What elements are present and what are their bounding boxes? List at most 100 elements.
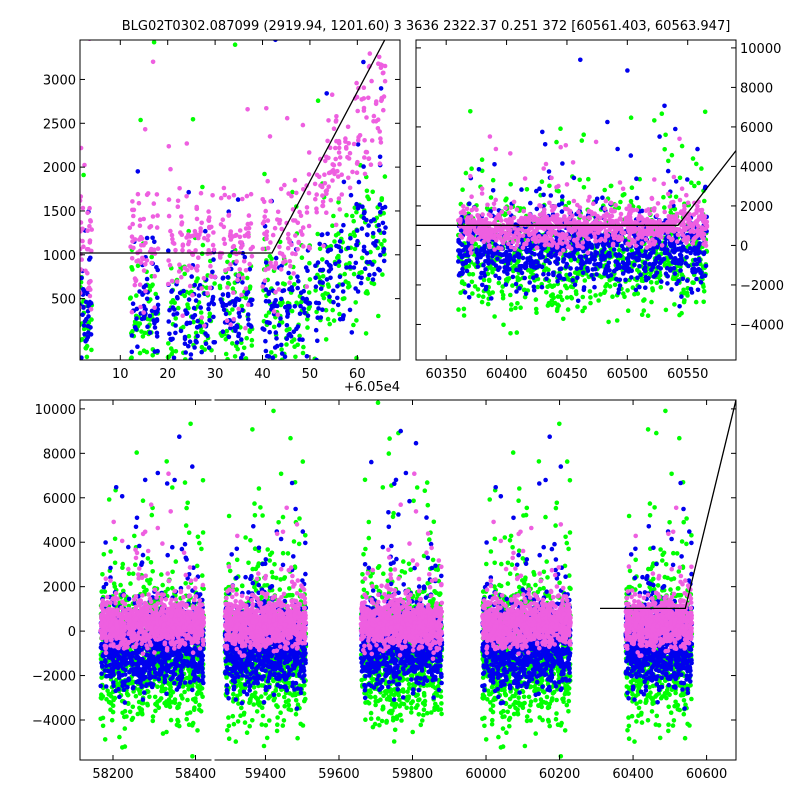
- data-point: [117, 734, 122, 740]
- data-point: [315, 315, 321, 321]
- data-point: [227, 301, 232, 306]
- data-point: [243, 325, 248, 331]
- data-point: [85, 270, 90, 276]
- data-point: [532, 252, 537, 257]
- data-point: [593, 238, 598, 244]
- data-point: [248, 191, 254, 197]
- data-point: [81, 244, 86, 249]
- data-point: [541, 192, 546, 198]
- data-point: [334, 114, 339, 119]
- data-point: [230, 244, 236, 250]
- data-point: [336, 141, 342, 146]
- data-point: [303, 265, 309, 270]
- data-point: [664, 265, 670, 271]
- data-point: [613, 203, 618, 208]
- data-point: [186, 228, 191, 234]
- data-point: [594, 272, 599, 277]
- data-point: [663, 240, 668, 245]
- data-point: [223, 302, 229, 308]
- data-point: [269, 303, 275, 309]
- data-point: [603, 229, 609, 234]
- data-point: [287, 280, 292, 286]
- data-point: [140, 711, 145, 717]
- data-point: [378, 86, 384, 91]
- data-point: [199, 286, 204, 291]
- data-point: [578, 57, 583, 63]
- data-point: [82, 162, 87, 168]
- data-point: [637, 284, 642, 290]
- data-point: [180, 243, 186, 248]
- data-point: [262, 278, 268, 284]
- data-point: [632, 262, 637, 268]
- data-point: [351, 141, 357, 147]
- data-point: [80, 279, 83, 285]
- data-point: [541, 271, 546, 277]
- data-point: [354, 242, 359, 248]
- data-point: [305, 313, 311, 319]
- data-point: [475, 259, 480, 265]
- data-point: [317, 241, 323, 247]
- data-point: [603, 284, 608, 289]
- data-point: [192, 345, 197, 350]
- data-point: [263, 338, 268, 344]
- data-point: [695, 287, 701, 293]
- data-point: [300, 225, 306, 230]
- data-point: [647, 211, 653, 216]
- pink-series: [456, 134, 710, 257]
- data-point: [473, 241, 479, 247]
- data-point: [663, 132, 668, 138]
- data-point: [625, 288, 630, 293]
- data-point: [325, 138, 330, 144]
- data-point: [150, 282, 155, 288]
- data-point: [189, 274, 194, 279]
- data-point: [227, 253, 233, 259]
- data-point: [85, 334, 91, 340]
- data-point: [581, 216, 587, 221]
- data-point: [490, 177, 496, 183]
- data-point: [588, 257, 594, 262]
- data-point: [702, 198, 707, 204]
- data-point: [569, 296, 575, 301]
- data-point: [667, 242, 673, 247]
- data-point: [144, 365, 149, 370]
- data-point: [496, 275, 502, 281]
- data-point: [585, 250, 591, 255]
- data-point: [211, 230, 216, 235]
- data-point: [300, 122, 306, 128]
- data-point: [184, 141, 190, 146]
- data-point: [236, 297, 242, 303]
- data-point: [487, 134, 493, 139]
- data-point: [220, 292, 226, 297]
- data-point: [226, 213, 231, 218]
- y-tick-label: 3000: [43, 73, 76, 88]
- data-point: [458, 270, 464, 276]
- scatter-points: [80, 0, 388, 374]
- data-point: [320, 199, 326, 205]
- data-point: [367, 51, 373, 56]
- data-point: [313, 284, 319, 290]
- data-point: [513, 305, 518, 311]
- data-point: [140, 334, 146, 339]
- blue-series: [456, 57, 709, 309]
- data-point: [155, 246, 161, 251]
- data-point: [372, 271, 377, 277]
- data-point: [110, 703, 116, 708]
- data-point: [614, 242, 620, 248]
- data-point: [330, 307, 336, 313]
- data-point: [277, 250, 283, 256]
- data-point: [479, 191, 485, 196]
- data-point: [378, 209, 383, 215]
- data-point: [522, 275, 527, 281]
- data-point: [486, 212, 492, 217]
- data-point: [687, 211, 692, 217]
- data-point: [688, 286, 694, 292]
- data-point: [514, 330, 520, 335]
- data-point: [367, 0, 372, 2]
- data-point: [353, 260, 359, 266]
- data-point: [233, 328, 238, 334]
- data-point: [197, 369, 202, 374]
- data-point: [203, 331, 208, 336]
- data-point: [339, 172, 345, 177]
- data-point: [489, 296, 494, 301]
- data-point: [544, 290, 549, 295]
